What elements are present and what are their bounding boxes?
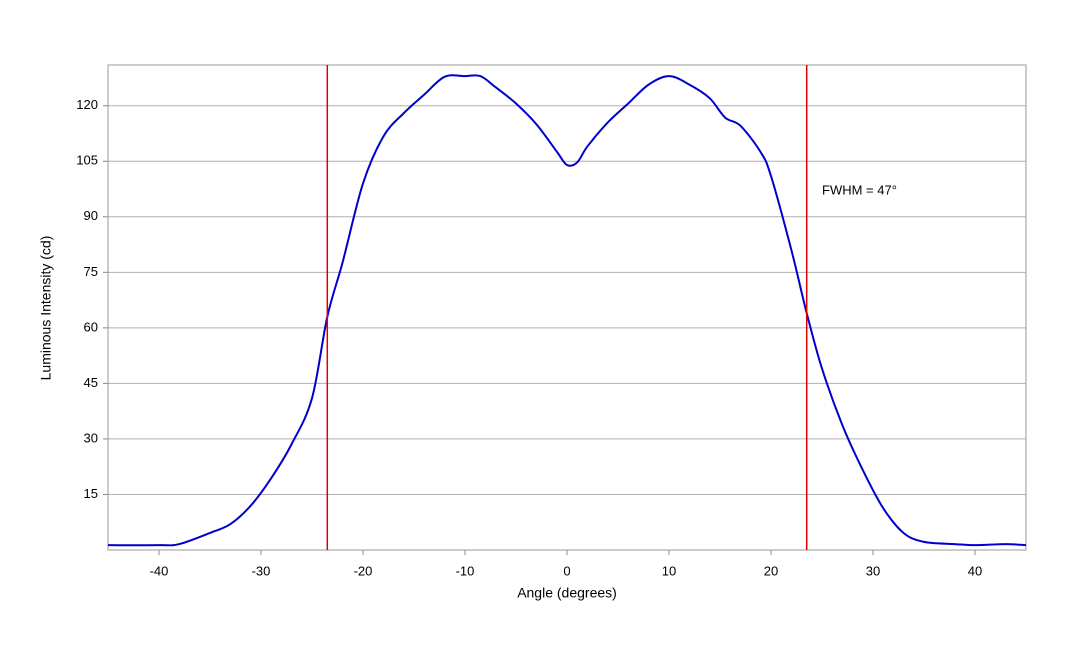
x-tick-label: -20 (354, 563, 373, 578)
y-tick-label: 90 (84, 208, 98, 223)
y-tick-label: 30 (84, 430, 98, 445)
y-tick-label: 15 (84, 486, 98, 501)
plot-border (107, 64, 1027, 551)
x-tick-label: 0 (563, 563, 570, 578)
x-tick-label: -30 (252, 563, 271, 578)
y-axis-label: Luminous Intensity (cd) (38, 236, 54, 381)
y-tick-label: 105 (76, 153, 98, 168)
y-tick-label: 75 (84, 264, 98, 279)
annotation: FWHM = 47° (822, 182, 897, 197)
x-axis-label: Angle (degrees) (517, 585, 617, 601)
data-line (107, 74, 1027, 547)
x-tick-label: -10 (456, 563, 475, 578)
x-tick-label: 10 (662, 563, 676, 578)
x-tick-label: 20 (764, 563, 778, 578)
x-tick-label: -40 (150, 563, 169, 578)
y-tick-label: 60 (84, 319, 98, 334)
y-tick-label: 120 (76, 97, 98, 112)
y-tick-label: 45 (84, 375, 98, 390)
x-tick-label: 30 (866, 563, 880, 578)
x-tick-label: 40 (968, 563, 982, 578)
